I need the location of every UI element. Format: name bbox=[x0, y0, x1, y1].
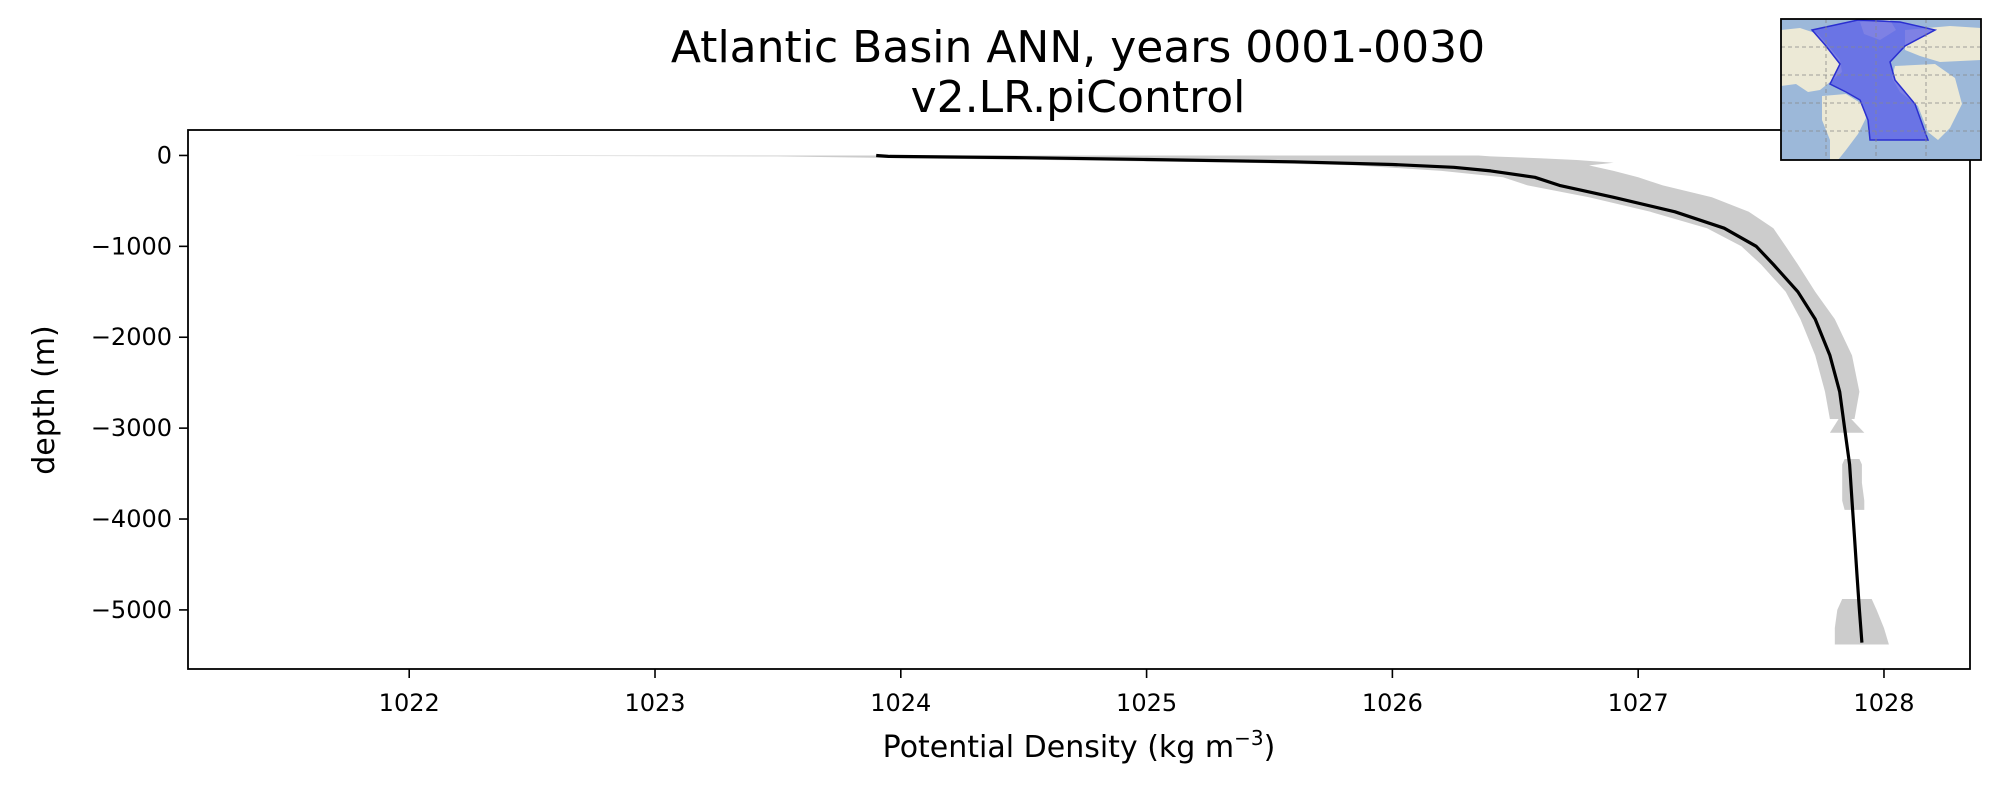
y-tick-label: −1000 bbox=[91, 232, 172, 260]
map-gridlines bbox=[1781, 19, 1981, 160]
y-tick-label: −4000 bbox=[91, 505, 172, 533]
y-tick-label: −5000 bbox=[91, 596, 172, 624]
x-axis-ticks: 1022 1023 1024 1025 1026 1027 1028 bbox=[379, 669, 1915, 717]
map-africa bbox=[1892, 64, 1962, 140]
chart-title: Atlantic Basin ANN, years 0001-0030 bbox=[671, 22, 1485, 73]
map-south-america bbox=[1822, 94, 1866, 160]
y-axis-label: depth (m) bbox=[27, 325, 62, 475]
range-band-segment bbox=[286, 155, 1860, 419]
mean-profile-line bbox=[876, 153, 1864, 643]
chart-subtitle: v2.LR.piControl bbox=[911, 72, 1246, 123]
y-tick-label: −3000 bbox=[91, 414, 172, 442]
atlantic-basin-inset-map bbox=[1780, 18, 1982, 161]
x-tick-label: 1025 bbox=[1116, 689, 1177, 717]
range-band bbox=[286, 155, 1889, 645]
range-band-segment bbox=[1842, 459, 1865, 510]
x-tick-label: 1026 bbox=[1362, 689, 1423, 717]
y-tick-label: −2000 bbox=[91, 323, 172, 351]
x-axis-label-exponent: −3 bbox=[1234, 726, 1263, 750]
x-tick-label: 1023 bbox=[624, 689, 685, 717]
series-line bbox=[876, 153, 1864, 643]
x-axis-label-suffix: ) bbox=[1264, 730, 1276, 765]
x-tick-label: 1024 bbox=[870, 689, 931, 717]
y-axis-ticks: 0 −1000 −2000 −3000 −4000 −5000 bbox=[91, 141, 188, 624]
x-tick-label: 1027 bbox=[1608, 689, 1669, 717]
map-atlantic-basin bbox=[1810, 19, 1938, 141]
x-tick-label: 1022 bbox=[379, 689, 440, 717]
x-tick-label: 1028 bbox=[1853, 689, 1914, 717]
x-axis-label: Potential Density (kg m−3) bbox=[883, 726, 1276, 765]
plot-area-frame bbox=[187, 129, 1971, 670]
map-north-america bbox=[1781, 28, 1842, 92]
range-band-segment bbox=[1829, 417, 1865, 433]
y-tick-label: 0 bbox=[157, 141, 172, 169]
map-frame bbox=[1780, 18, 1982, 161]
x-axis-label-text: Potential Density (kg m bbox=[883, 730, 1234, 765]
